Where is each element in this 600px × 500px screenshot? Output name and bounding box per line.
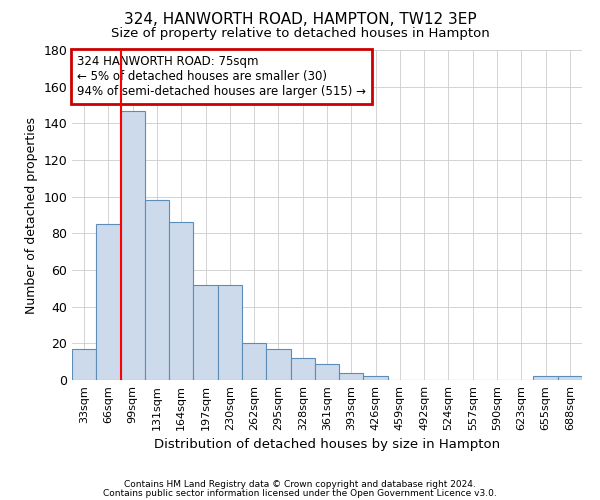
Bar — [218, 284, 242, 380]
Text: 324, HANWORTH ROAD, HAMPTON, TW12 3EP: 324, HANWORTH ROAD, HAMPTON, TW12 3EP — [124, 12, 476, 28]
Text: Contains public sector information licensed under the Open Government Licence v3: Contains public sector information licen… — [103, 489, 497, 498]
Bar — [169, 222, 193, 380]
Bar — [145, 200, 169, 380]
Text: 324 HANWORTH ROAD: 75sqm
← 5% of detached houses are smaller (30)
94% of semi-de: 324 HANWORTH ROAD: 75sqm ← 5% of detache… — [77, 55, 366, 98]
Bar — [315, 364, 339, 380]
Bar — [72, 349, 96, 380]
Text: Contains HM Land Registry data © Crown copyright and database right 2024.: Contains HM Land Registry data © Crown c… — [124, 480, 476, 489]
Bar — [558, 376, 582, 380]
Bar — [242, 344, 266, 380]
Text: Size of property relative to detached houses in Hampton: Size of property relative to detached ho… — [110, 28, 490, 40]
Bar — [533, 376, 558, 380]
Bar — [121, 110, 145, 380]
Bar — [364, 376, 388, 380]
Bar — [266, 349, 290, 380]
Bar — [193, 284, 218, 380]
Bar — [290, 358, 315, 380]
Bar — [339, 372, 364, 380]
Bar — [96, 224, 121, 380]
Y-axis label: Number of detached properties: Number of detached properties — [25, 116, 38, 314]
X-axis label: Distribution of detached houses by size in Hampton: Distribution of detached houses by size … — [154, 438, 500, 452]
